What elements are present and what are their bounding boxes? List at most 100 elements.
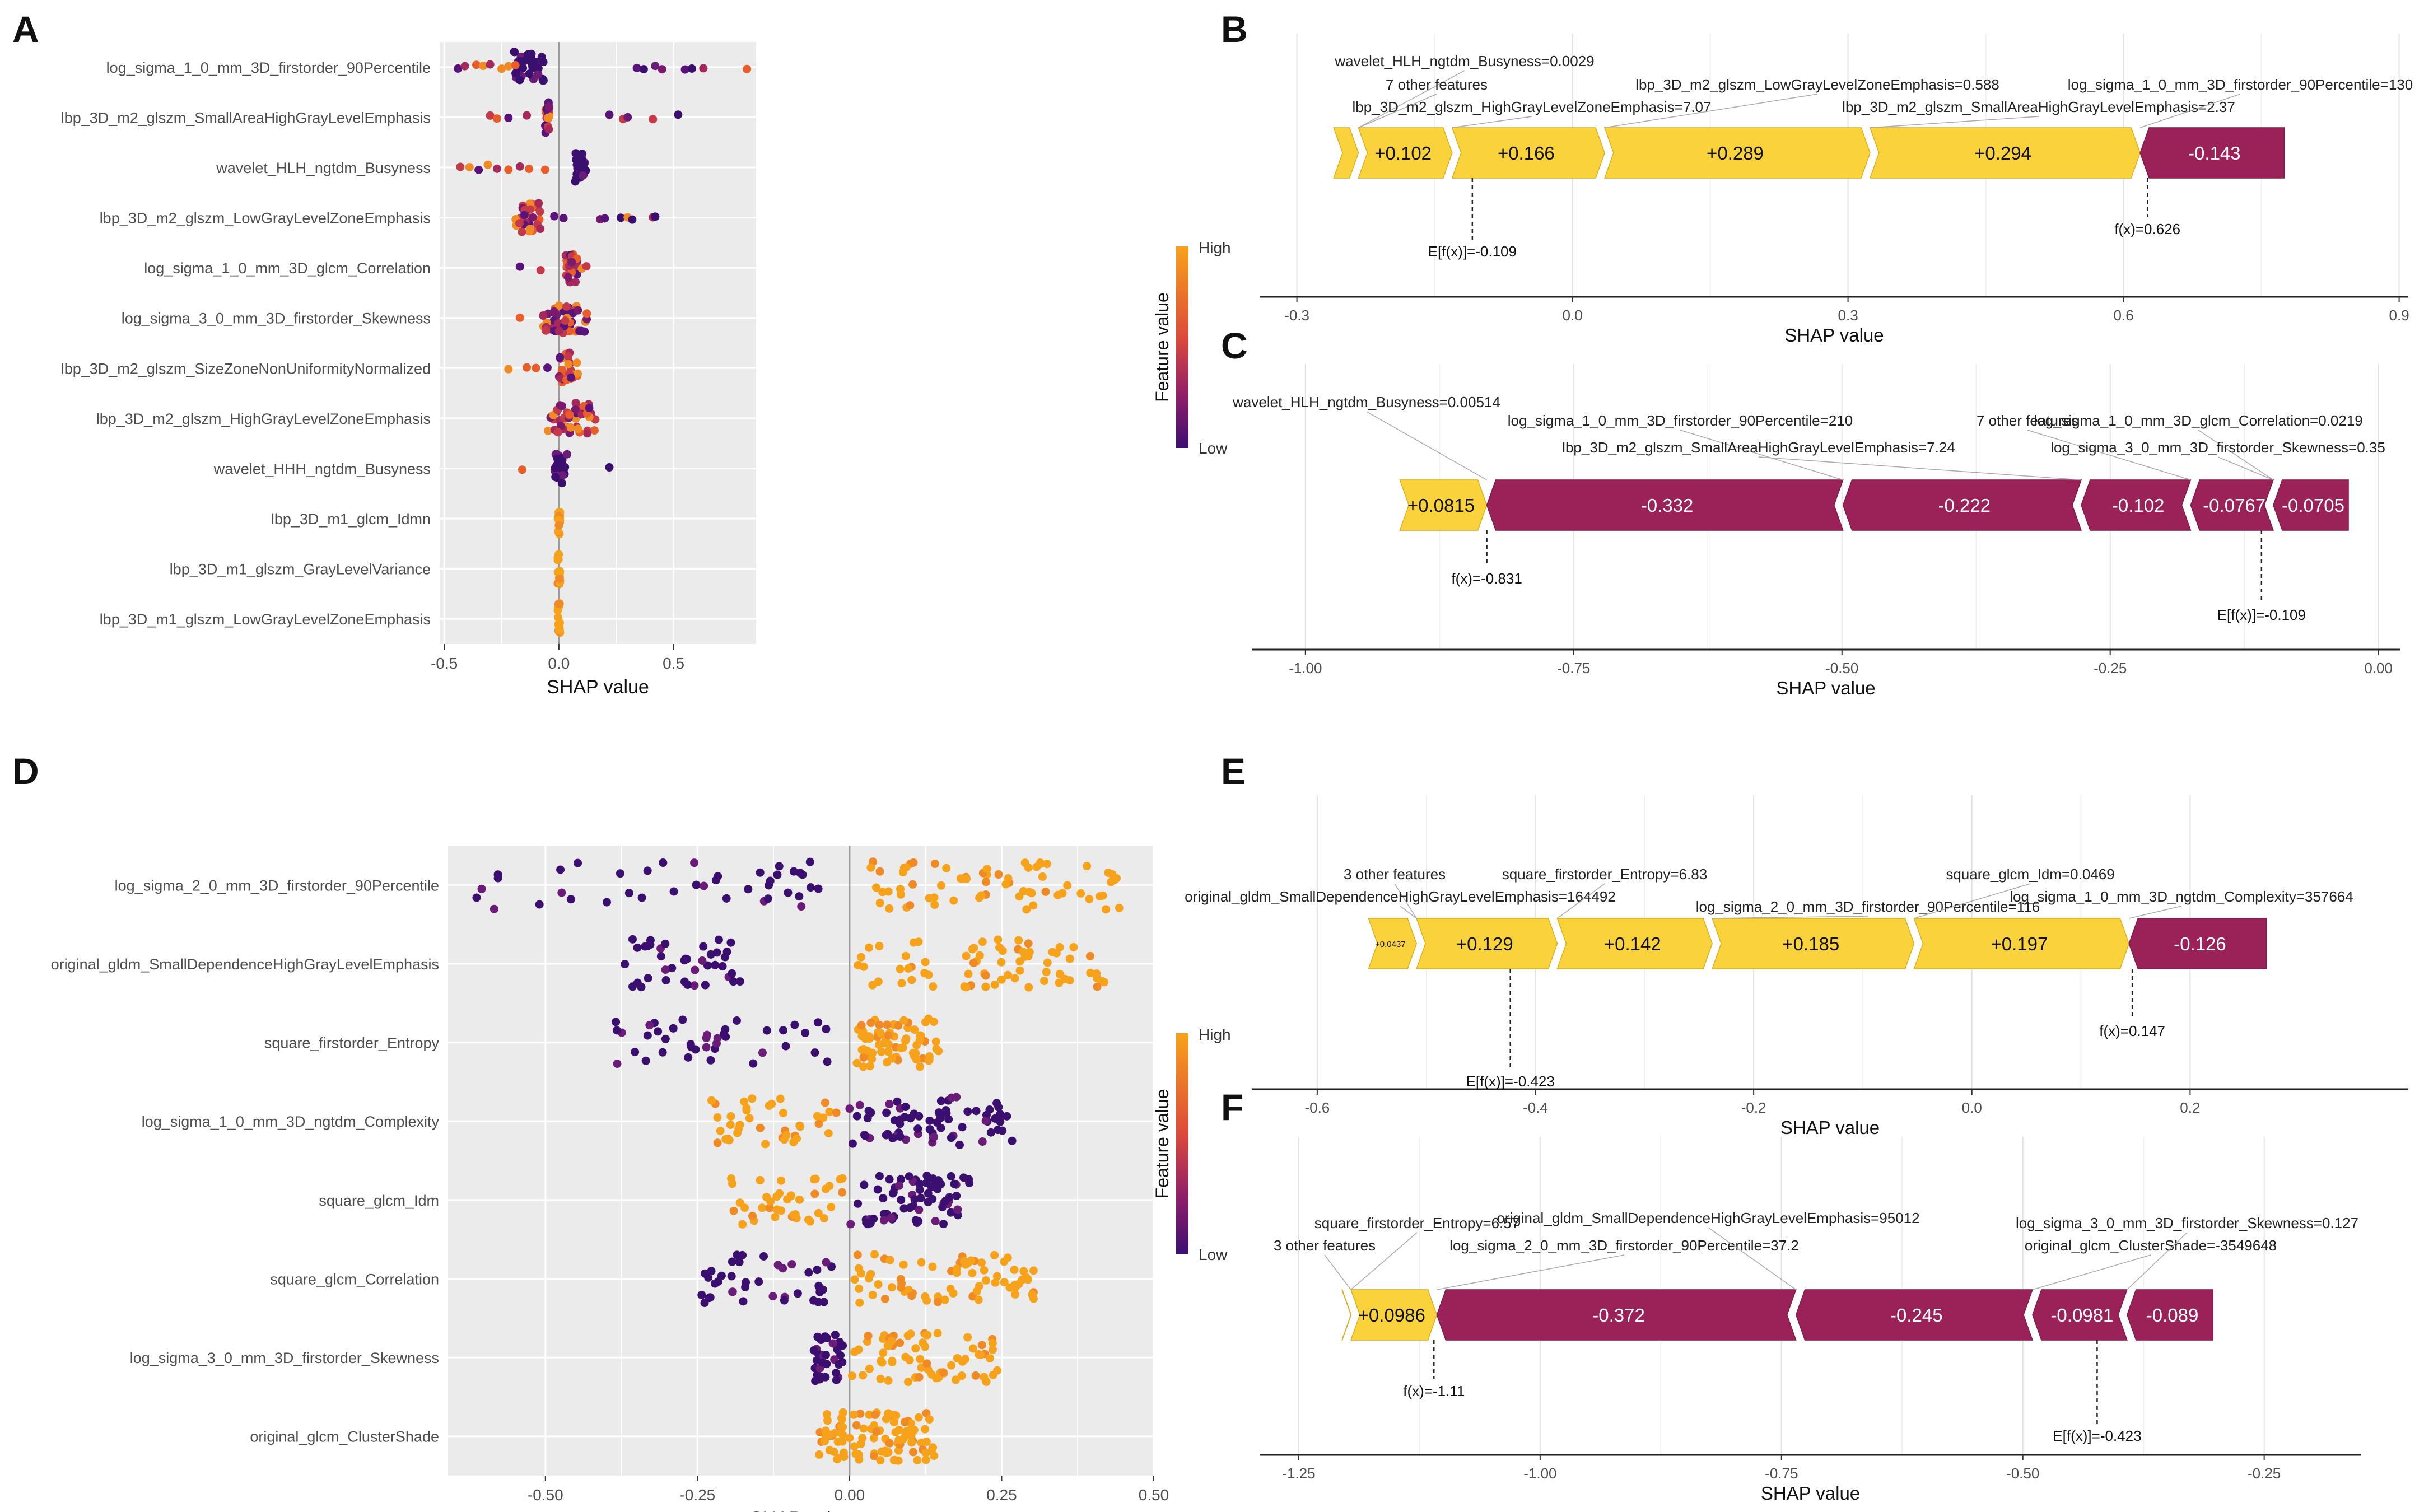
shap-point (875, 1020, 884, 1029)
shap-point (565, 410, 574, 419)
shap-point (1092, 969, 1101, 978)
shap-point (719, 1029, 728, 1038)
shap-point-outlier (651, 62, 660, 71)
feature-row-log_sigma_2_0_mm_3D_firstorder_90Percentile: log_sigma_2_0_mm_3D_firstorder_90Percent… (115, 857, 1124, 914)
force-panel-C: -1.00 -0.75 -0.50 -0.25 0.00 SHAP value +0.081… (1232, 364, 2400, 698)
panel-letter-C: C (1221, 325, 1248, 366)
shap-point (1065, 976, 1074, 985)
shap-point (879, 1348, 888, 1357)
shap-point (1085, 894, 1094, 903)
shap-point (729, 977, 738, 986)
shap-point (974, 1295, 983, 1304)
shap-point (874, 977, 883, 986)
shap-point (726, 938, 735, 947)
shap-point (894, 1021, 903, 1030)
shap-point (936, 1180, 945, 1189)
colorbar-bar (1176, 1033, 1188, 1254)
shap-point (915, 1112, 924, 1121)
shap-point (907, 1438, 916, 1447)
x-tick-label: 0.3 (1838, 307, 1858, 324)
shap-point (702, 1034, 711, 1043)
shap-point (916, 1062, 925, 1071)
shap-point (1039, 977, 1048, 986)
feature-contribution-label: lbp_3D_m2_glszm_HighGrayLevelZoneEmphasi… (1353, 99, 1712, 115)
shap-point (551, 473, 560, 482)
label-connector (1708, 1227, 1797, 1290)
feature-row-square_glcm_Idm: square_glcm_Idm (319, 1172, 974, 1229)
force-segment (2128, 918, 2267, 969)
shap-point (988, 1345, 997, 1354)
shap-point (700, 881, 708, 890)
shap-point (814, 1018, 823, 1027)
force-panel-B: -0.3 0.0 0.3 0.6 0.9 SHAP value +0.102 +0.166 +0… (1260, 34, 2413, 346)
shap-point (922, 1172, 931, 1180)
shap-point (725, 1136, 734, 1145)
shap-point (779, 1026, 788, 1035)
shap-point (797, 902, 806, 911)
feature-row-wavelet_HLH_ngtdm_Busyness: wavelet_HLH_ngtdm_Busyness (216, 149, 590, 186)
shap-point (813, 1112, 822, 1121)
shap-point (869, 1214, 878, 1223)
shap-point (561, 316, 570, 325)
shap-point (528, 213, 537, 222)
shap-point (707, 1096, 716, 1105)
x-tick-label: 0.2 (2180, 1099, 2200, 1116)
shap-point (1086, 968, 1095, 977)
shap-point (838, 1430, 847, 1439)
shap-point (917, 1258, 926, 1267)
shap-point (814, 884, 823, 893)
shap-point (953, 1205, 962, 1214)
shap-point (905, 1172, 913, 1181)
shap-point (714, 935, 723, 944)
shap-point (563, 352, 572, 361)
shap-point (822, 1258, 831, 1267)
force-segment (1913, 918, 2130, 969)
shap-point (859, 1062, 868, 1071)
shap-point (864, 1274, 873, 1283)
shap-point-outlier (699, 64, 708, 73)
shap-point (536, 225, 545, 234)
shap-point (690, 858, 699, 867)
label-connector (1712, 916, 1868, 919)
shap-point (929, 982, 938, 991)
shap-point (937, 881, 946, 890)
shap-point (582, 309, 591, 318)
feature-label: log_sigma_1_0_mm_3D_ngtdm_Complexity (142, 1113, 440, 1130)
shap-point (909, 938, 918, 947)
shap-point-outlier (504, 62, 513, 71)
shap-point-outlier (532, 363, 540, 372)
shap-point (553, 556, 562, 564)
panel-letter-A: A (12, 8, 39, 50)
shap-point (909, 858, 918, 867)
segment-value-label: +0.185 (1782, 934, 1839, 954)
shap-point (801, 1029, 810, 1038)
feature-contribution-label: square_firstorder_Entropy=6.83 (1502, 866, 1707, 883)
shap-point (936, 1123, 945, 1132)
shap-point (952, 1192, 961, 1201)
shap-point (1052, 949, 1061, 958)
shap-point (963, 1107, 972, 1116)
shap-point (866, 1019, 875, 1028)
shap-point (571, 405, 580, 414)
shap-point (988, 1339, 997, 1348)
shap-point (776, 1094, 785, 1103)
x-tick-label: -0.3 (1284, 307, 1309, 324)
segment-value-label: +0.142 (1604, 934, 1661, 954)
segment-value-label: +0.197 (1991, 934, 2048, 954)
shap-point (745, 1114, 754, 1123)
shap-point (968, 1268, 977, 1277)
feature-contribution-label: wavelet_HLH_ngtdm_Busyness=0.00514 (1232, 394, 1500, 410)
shap-point (1029, 901, 1038, 910)
shap-point (978, 937, 987, 946)
shap-point (915, 1179, 924, 1188)
shap-point (894, 1426, 903, 1435)
shap-point (876, 1374, 885, 1383)
feature-contribution-label: original_gldm_SmallDependenceHighGrayLev… (1185, 888, 1616, 905)
shap-point (865, 1034, 874, 1043)
expected-value-label: E[f(x)]=-0.109 (1428, 243, 1517, 260)
shap-point-outlier (559, 214, 568, 223)
shap-point-outlier (483, 160, 492, 169)
shap-point (726, 1120, 735, 1129)
shap-point (669, 887, 678, 896)
